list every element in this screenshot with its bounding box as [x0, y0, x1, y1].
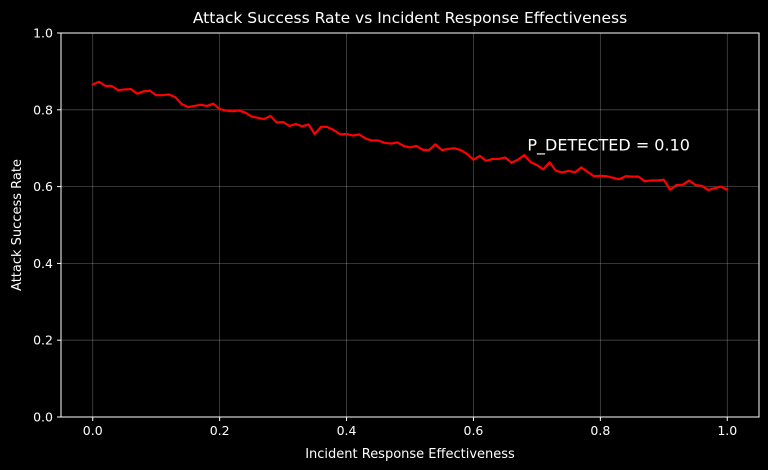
x-axis-ticks: 0.0 0.2 0.4 0.6 0.8 1.0 — [83, 417, 737, 438]
annotation-label: P_DETECTED = 0.10 — [527, 135, 690, 155]
y-tick-label: 0.2 — [33, 333, 53, 348]
y-tick-label: 1.0 — [33, 26, 53, 41]
y-axis-ticks: 0.0 0.2 0.4 0.6 0.8 1.0 — [33, 26, 61, 425]
x-tick-label: 0.6 — [464, 423, 484, 438]
plot-frame — [60, 32, 760, 418]
series-line — [91, 80, 729, 192]
y-axis-label: Attack Success Rate — [10, 159, 25, 291]
x-tick-label: 0.8 — [590, 423, 610, 438]
x-tick-label: 0.2 — [210, 423, 230, 438]
x-tick-label: 0.4 — [337, 423, 357, 438]
x-axis-label: Incident Response Effectiveness — [305, 447, 515, 462]
y-tick-label: 0.6 — [33, 179, 53, 194]
y-tick-label: 0.0 — [33, 410, 53, 425]
series — [91, 80, 729, 192]
chart-title: Attack Success Rate vs Incident Response… — [193, 9, 627, 27]
y-tick-label: 0.4 — [33, 256, 53, 271]
y-tick-label: 0.8 — [33, 102, 53, 117]
x-tick-label: 1.0 — [717, 423, 737, 438]
x-tick-label: 0.0 — [83, 423, 103, 438]
